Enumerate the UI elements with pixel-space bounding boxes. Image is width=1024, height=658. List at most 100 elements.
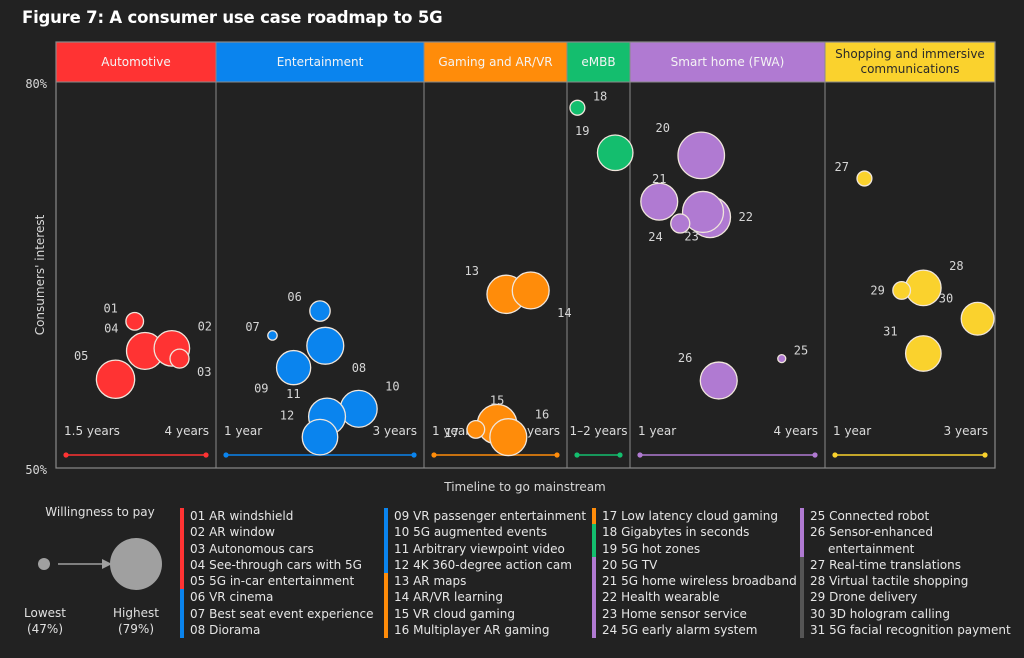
bubble-18 [569, 99, 586, 116]
bubble-label-01: 01 [103, 302, 117, 316]
category-header-label: Automotive [101, 55, 170, 69]
lowest-value: (47%) [26, 622, 64, 636]
timeline-dot [554, 452, 560, 458]
bubble-19 [596, 134, 634, 172]
bubble-label-17: 17 [445, 426, 459, 440]
legend-color-bar [592, 540, 596, 557]
legend-item-label: entertainment [828, 541, 915, 556]
bubble-label-27: 27 [835, 160, 849, 174]
legend-color-bar [800, 622, 804, 639]
legend-item: 06 VR cinema [180, 589, 373, 606]
legend-item: 25 Connected robot [800, 508, 1011, 525]
category-header-0 [56, 42, 216, 82]
category-header-label: Gaming and AR/VR [438, 55, 552, 69]
legend-item-label: 22 Health wearable [602, 590, 720, 605]
bubble-24 [670, 213, 691, 234]
bubble-label-19: 19 [575, 124, 589, 138]
legend-item: 07 Best seat event experience [180, 605, 374, 623]
legend-item: 10 5G augmented events [384, 524, 586, 541]
legend-item-label: 15 VR cloud gaming [394, 606, 515, 621]
category-header-5 [825, 42, 995, 82]
legend-item-label: 04 See-through cars with 5G [190, 557, 362, 572]
highest-size-circle [110, 538, 162, 590]
legend-item-label: 20 5G TV [602, 557, 658, 572]
legend-item-label: 07 Best seat event experience [190, 606, 374, 621]
bubble-label-08: 08 [352, 361, 366, 375]
legend-item: 03 Autonomous cars [180, 540, 373, 557]
bubble-03 [169, 348, 190, 369]
timeline-start-label: 1 year [224, 424, 262, 438]
legend-item-label: 14 AR/VR learning [394, 590, 503, 605]
legend-color-bar [180, 556, 184, 574]
bubble-21 [640, 182, 679, 221]
legend-item-label: 16 Multiplayer AR gaming [394, 623, 550, 638]
legend-item: 28 Virtual tactile shopping [800, 573, 1011, 590]
timeline-label: 1–2 years [569, 424, 627, 438]
bubble-28 [904, 269, 942, 307]
legend-item: 27 Real-time translations [800, 556, 1011, 574]
legend-item-label: 26 Sensor-enhanced [810, 525, 933, 540]
willingness-diagram [38, 538, 162, 590]
bubble-26 [699, 361, 738, 400]
timeline-dot [637, 452, 643, 458]
bubble-label-22: 22 [739, 210, 753, 224]
legend-color-bar [384, 573, 388, 590]
legend-color-bar [592, 524, 596, 541]
category-header-3 [567, 42, 630, 82]
bubble-label-18: 18 [593, 89, 607, 103]
legend-column: 17 Low latency cloud gaming 18 Gigabytes … [592, 508, 797, 639]
y-tick-label: 80% [25, 77, 47, 91]
legend-color-bar [384, 556, 388, 574]
legend-item-label: 23 Home sensor service [602, 606, 747, 621]
willingness-title: Willingness to pay [45, 505, 155, 519]
legend-color-bar [180, 524, 184, 541]
category-header-label: Smart home (FWA) [671, 55, 785, 69]
category-header-2 [424, 42, 567, 82]
legend-color-bar [592, 508, 596, 525]
legend-item-label: 19 5G hot zones [602, 541, 701, 556]
legend-item-label: 12 4K 360-degree action cam [394, 557, 572, 572]
bubble-label-29: 29 [870, 283, 884, 297]
legend-item-label: 21 5G home wireless broadband [602, 574, 797, 589]
category-header-label: eMBB [581, 55, 615, 69]
legend-item: 09 VR passenger entertainment [384, 508, 586, 525]
legend-item-label: 31 5G facial recognition payment [810, 623, 1011, 638]
timeline-dot [832, 452, 838, 458]
bubble-16 [489, 418, 528, 457]
legend-color-bar [180, 540, 184, 557]
legend-column: 09 VR passenger entertainment 10 5G augme… [384, 508, 586, 639]
legend-color-bar [180, 573, 184, 590]
legend-item-label: 18 Gigabytes in seconds [602, 525, 750, 540]
bubble-label-03: 03 [197, 365, 211, 379]
legend-item: 14 AR/VR learning [384, 589, 586, 606]
legend-item: 26 Sensor-enhanced [800, 524, 1011, 541]
legend-item: 08 Diorama [180, 622, 373, 639]
bubble-01 [125, 311, 145, 331]
legend-item: 21 5G home wireless broadband [592, 573, 797, 590]
legend-item: 12 4K 360-degree action cam [384, 556, 586, 574]
legend-color-bar [180, 508, 184, 525]
bubble-label-16: 16 [535, 408, 549, 422]
legend-color-bar [384, 540, 388, 557]
legend-item: entertainment [800, 540, 1011, 557]
legend-color-bar [180, 622, 184, 639]
legend-color-bar [384, 524, 388, 541]
legend-color-bar [800, 540, 804, 557]
bubble-label-12: 12 [280, 408, 294, 422]
legend-item-label: 28 Virtual tactile shopping [810, 574, 969, 589]
bubble-labels-layer: 20 22 23 15 05 13 04 08 10 11 14 16 21 26 02 12 19 28 31 09… [74, 89, 964, 440]
bubble-29 [892, 280, 912, 300]
plot-frame [55, 41, 996, 469]
timeline-start-label: 1 year [638, 424, 676, 438]
bubble-label-05: 05 [74, 349, 88, 363]
timeline-start-label: 1 year [833, 424, 871, 438]
bubble-label-15: 15 [490, 393, 504, 407]
legend-item-label: 17 Low latency cloud gaming [602, 509, 778, 523]
bubble-label-10: 10 [385, 379, 399, 393]
bubble-label-20: 20 [656, 121, 670, 135]
category-header-label: communications [860, 62, 959, 76]
legend-color-bar [180, 605, 184, 623]
bubble-14 [511, 271, 550, 310]
timeline-dot [203, 452, 209, 458]
bubble-label-25: 25 [794, 344, 808, 358]
